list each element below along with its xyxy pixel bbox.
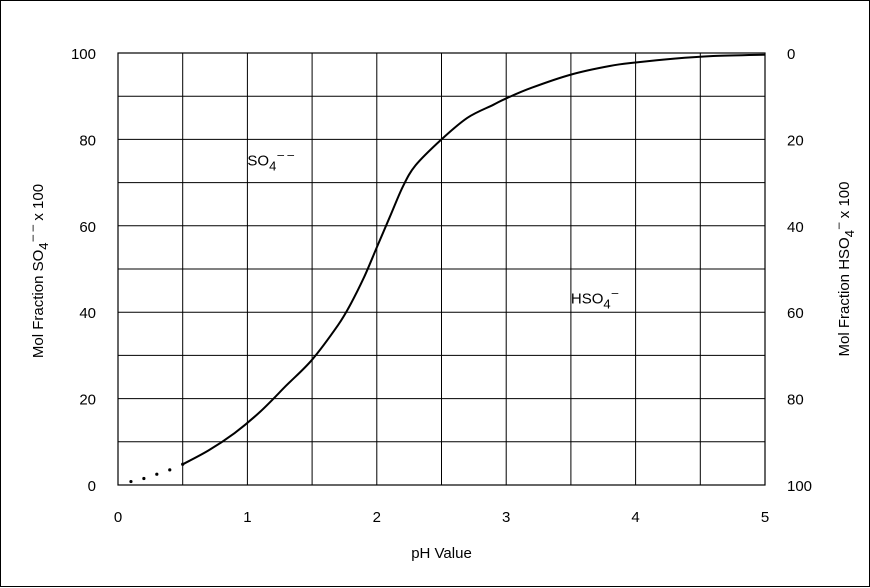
y-tick-label: 100 bbox=[71, 46, 96, 63]
x-tick-label: 5 bbox=[761, 509, 769, 526]
y-axis-title: Mol Fraction SO4– – x 100 bbox=[25, 184, 51, 358]
data-point-dotted bbox=[142, 476, 146, 481]
x-tick-label: 4 bbox=[631, 509, 639, 526]
y-tick-label: 60 bbox=[79, 219, 96, 236]
y-right-tick-label: 80 bbox=[787, 392, 804, 409]
series-line-solid bbox=[182, 53, 766, 466]
y-tick-label: 0 bbox=[88, 478, 96, 495]
x-tick-label: 1 bbox=[243, 509, 251, 526]
x-tick-label: 2 bbox=[373, 509, 381, 526]
data-point-dotted bbox=[168, 468, 172, 472]
grid bbox=[117, 52, 766, 486]
axis-titles: pH Value Mol Fraction SO4– – x 100 Mol Fra… bbox=[25, 182, 857, 563]
annotation-label: SO4– – bbox=[247, 147, 294, 173]
y-right-tick-label: 0 bbox=[787, 46, 795, 63]
y-tick-label: 40 bbox=[79, 305, 96, 322]
y-right-tick-label: 100 bbox=[787, 478, 812, 495]
y-tick-label: 80 bbox=[79, 132, 96, 149]
annotation-label: HSO4– bbox=[571, 286, 619, 312]
y-right-tick-label: 40 bbox=[787, 219, 804, 236]
x-tick-labels: 0 1 2 3 4 5 bbox=[114, 509, 769, 526]
x-axis-title: pH Value bbox=[411, 545, 472, 562]
data-point-dotted bbox=[155, 472, 159, 476]
series-lines bbox=[129, 53, 766, 484]
y-right-axis-title: Mol Fraction HSO4– x 100 bbox=[831, 182, 857, 357]
plot-border bbox=[117, 52, 766, 486]
y-tick-label: 20 bbox=[79, 392, 96, 409]
y-right-tick-labels: 100 80 60 40 20 0 bbox=[787, 46, 812, 495]
annotations: SO4– – HSO4– bbox=[247, 147, 618, 311]
y-tick-labels: 0 20 40 60 80 100 bbox=[71, 46, 96, 495]
x-tick-label: 0 bbox=[114, 509, 122, 526]
y-right-tick-label: 20 bbox=[787, 132, 804, 149]
data-point-dotted bbox=[129, 479, 133, 484]
plot-area-border bbox=[117, 52, 766, 486]
y-right-tick-label: 60 bbox=[787, 305, 804, 322]
x-tick-label: 3 bbox=[502, 509, 510, 526]
